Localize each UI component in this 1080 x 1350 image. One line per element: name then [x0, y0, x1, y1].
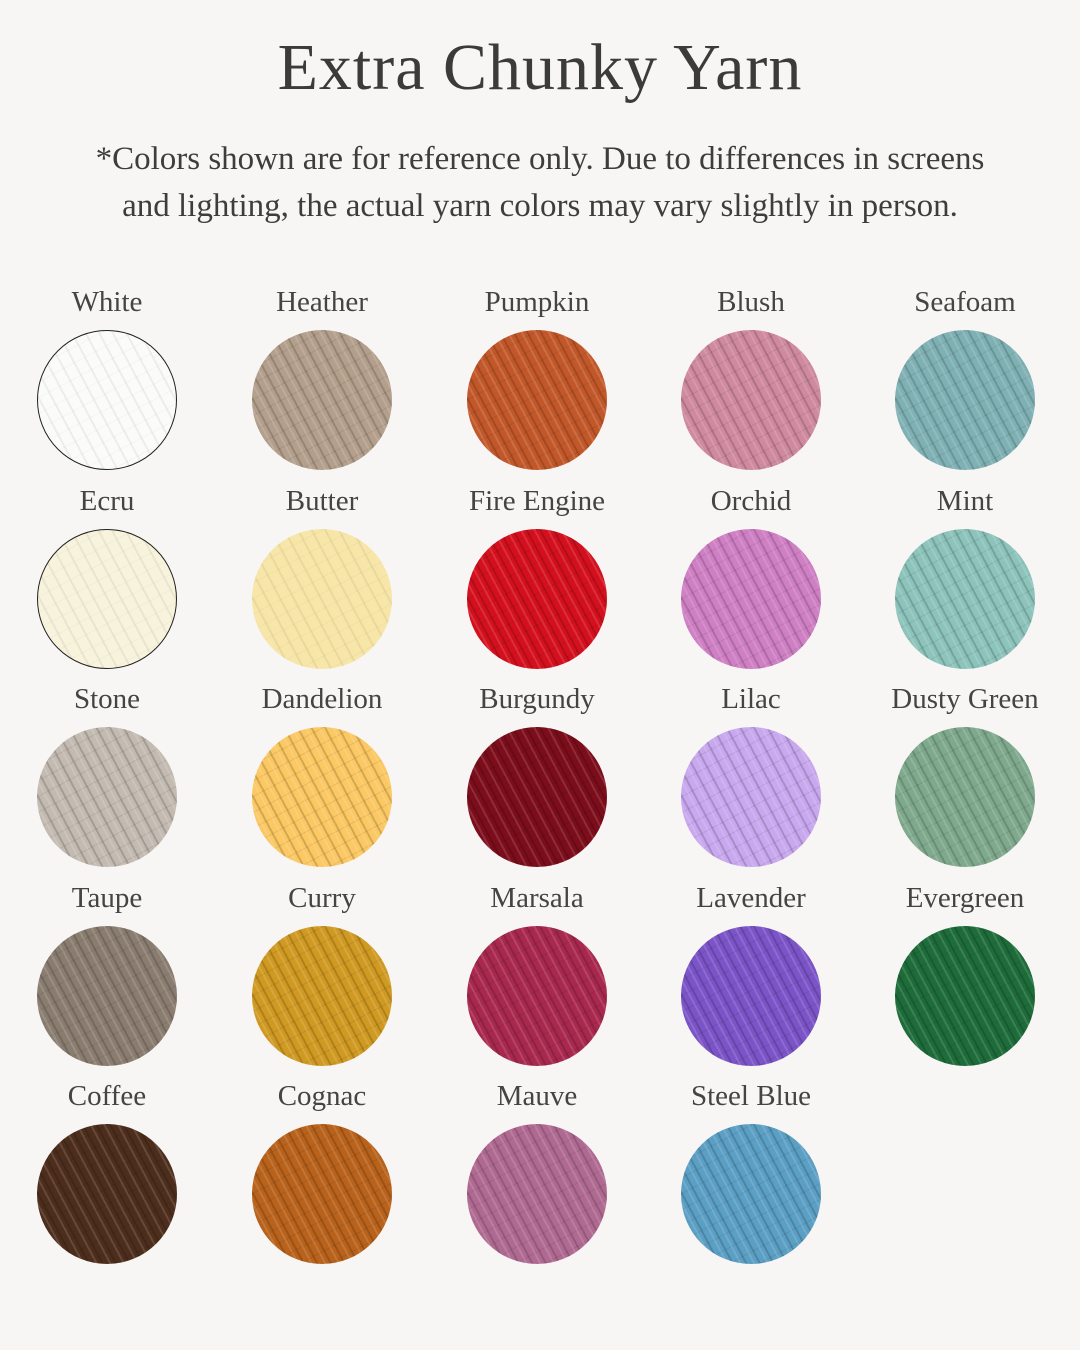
color-swatch-item: Cognac: [215, 1076, 429, 1264]
yarn-swatch: [895, 528, 1035, 669]
color-swatch-item: Ecru: [0, 481, 214, 669]
yarn-swatch: [895, 925, 1035, 1066]
color-swatch-item: Butter: [215, 481, 429, 669]
color-name: White: [71, 286, 143, 318]
yarn-swatch: [252, 727, 392, 867]
color-name: Dandelion: [261, 683, 383, 715]
yarn-swatch: [681, 925, 821, 1066]
color-swatch-item: Mauve: [430, 1076, 644, 1264]
color-name: Mint: [936, 484, 994, 517]
disclaimer-line: *Colors shown are for reference only. Du…: [95, 141, 985, 177]
color-name: Cognac: [277, 1080, 367, 1112]
color-swatch-item: Lavender: [644, 878, 858, 1066]
color-name: Steel Blue: [690, 1080, 811, 1112]
color-swatch-item: Seafoam: [858, 282, 1072, 470]
disclaimer-line: and lighting, the actual yarn colors may…: [122, 188, 958, 224]
yarn-swatch: [681, 727, 821, 867]
color-name: Dusty Green: [891, 683, 1039, 715]
color-name: Curry: [288, 881, 356, 914]
disclaimer: *Colors shown are for reference only. Du…: [20, 136, 1060, 230]
color-swatch-item: Dusty Green: [858, 679, 1072, 867]
color-name: Lavender: [696, 881, 806, 914]
color-swatch-item: Evergreen: [858, 878, 1072, 1066]
color-name: Coffee: [67, 1080, 147, 1112]
color-name: Seafoam: [914, 286, 1016, 318]
page-title: Extra Chunky Yarn: [277, 31, 803, 104]
yarn-swatch: [252, 1124, 392, 1264]
color-name: Fire Engine: [468, 484, 606, 517]
yarn-swatch: [37, 1124, 177, 1264]
color-swatch-item: Steel Blue: [644, 1076, 858, 1264]
yarn-swatch: [37, 330, 177, 470]
color-name: Ecru: [79, 484, 135, 517]
color-name: Blush: [717, 286, 785, 318]
color-swatch-item: Pumpkin: [430, 282, 644, 470]
yarn-swatch: [37, 925, 177, 1066]
yarn-swatch: [37, 528, 177, 669]
color-name: Evergreen: [905, 881, 1025, 914]
color-name: Lilac: [721, 683, 781, 715]
color-name: Butter: [285, 484, 359, 517]
color-name: Marsala: [490, 881, 584, 914]
yarn-swatch: [681, 330, 821, 470]
color-name: Heather: [276, 286, 368, 318]
color-swatch-item: Blush: [644, 282, 858, 470]
color-name: Pumpkin: [484, 286, 590, 318]
color-name: Stone: [73, 683, 141, 715]
color-swatch-item: Dandelion: [215, 679, 429, 867]
color-swatch-item: Mint: [858, 481, 1072, 669]
color-swatch-item: Coffee: [0, 1076, 214, 1264]
color-name: Burgundy: [479, 683, 595, 715]
color-swatch-item: Orchid: [644, 481, 858, 669]
yarn-swatch: [252, 925, 392, 1066]
yarn-swatch: [681, 1124, 821, 1264]
yarn-swatch: [37, 727, 177, 867]
color-swatch-item: Burgundy: [430, 679, 644, 867]
color-swatch-item: Lilac: [644, 679, 858, 867]
yarn-swatch: [467, 330, 607, 470]
yarn-swatch: [895, 727, 1035, 867]
color-swatch-item: Stone: [0, 679, 214, 867]
yarn-swatch: [467, 528, 607, 669]
color-swatch-item: Curry: [215, 878, 429, 1066]
yarn-swatch: [252, 528, 392, 669]
color-swatch-item: Marsala: [430, 878, 644, 1066]
color-swatch-item: Taupe: [0, 878, 214, 1066]
color-swatch-item: Fire Engine: [430, 481, 644, 669]
yarn-swatch: [895, 330, 1035, 470]
color-swatch-item: White: [0, 282, 214, 470]
color-swatch-item: Heather: [215, 282, 429, 470]
yarn-swatch: [467, 1124, 607, 1264]
color-name: Orchid: [710, 484, 792, 517]
color-name: Taupe: [71, 881, 143, 914]
yarn-swatch: [467, 727, 607, 867]
yarn-swatch: [681, 528, 821, 669]
yarn-swatch: [467, 925, 607, 1066]
color-name: Mauve: [496, 1080, 578, 1112]
yarn-swatch: [252, 330, 392, 470]
